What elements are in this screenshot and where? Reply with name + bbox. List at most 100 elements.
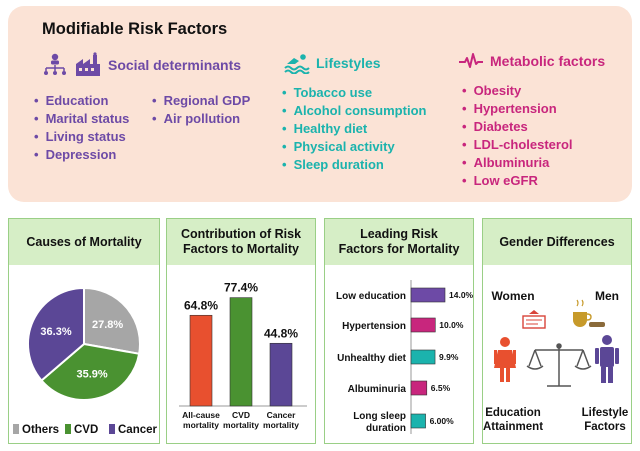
pie-slice-cvd [40,342,141,401]
social-determinants-label: Social determinants [108,57,242,73]
list-item: LDL-cholesterol [462,136,573,154]
leading-risk-panel: Leading Risk Factors for Mortality 14.0%… [324,218,474,444]
pie-slice-others [83,286,141,355]
panel-title: Modifiable Risk Factors [42,20,228,38]
legend-label: Cancer [118,424,158,436]
bar-value-label: 6.5% [431,383,451,393]
pie-slice-label: 27.8% [92,319,123,331]
bar [410,349,436,365]
man-icon [595,335,619,383]
list-item: Sleep duration [282,156,426,174]
list-item: Alcohol consumption [282,102,427,120]
bar-value-label: 77.4% [224,281,258,295]
panel-header: Contribution of Risk Factors to Mortalit… [167,219,315,265]
education-icon [522,310,546,329]
legend-swatch [13,424,19,434]
list-item: Obesity [462,82,573,100]
men-label: Men [595,289,619,303]
bar [410,287,446,303]
lifestyle-icon [573,299,605,327]
list-item: Physical activity [282,138,426,156]
category-label: Cancer [267,410,297,420]
metabolic-factors-header: Metabolic factors [458,52,605,70]
list-item: Albuminuria [462,154,573,172]
bar [189,314,213,407]
category-label: CVD [232,410,250,420]
bar [229,297,253,407]
list-item: Marital status [34,110,130,128]
bar [410,413,426,429]
men-factor-line1: Lifestyle [582,407,629,419]
contribution-title-line1: Contribution of Risk [180,227,302,241]
list-item: Hypertension [462,100,573,118]
list-item: Living status [34,128,129,146]
swimmer-icon [284,54,310,74]
list-item: Diabetes [462,118,573,136]
category-label: duration [366,423,406,434]
list-item: Depression [34,146,129,164]
pie-chart: 27.8% 35.9% 36.3% Others CVD Cancer [13,286,158,436]
panel-header: Causes of Mortality [9,219,159,265]
people-network-icon [44,53,66,75]
category-label: mortality [223,420,259,430]
social-determinants-list-2: Regional GDP Air pollution [152,92,251,128]
balance-scale-icon [526,343,592,387]
list-item: Regional GDP [152,92,251,110]
vertical-bar-chart: 64.8%All-causemortality77.4%CVDmortality… [179,281,307,430]
bar-value-label: 64.8% [184,298,218,312]
lifestyles-list: Tobacco use Alcohol consumption Healthy … [282,84,427,174]
heartbeat-icon [459,53,483,68]
list-item: Healthy diet [282,120,426,138]
contribution-panel: Contribution of Risk Factors to Mortalit… [166,218,316,444]
legend-label: Others [22,424,59,436]
metabolic-factors-list: Obesity Hypertension Diabetes LDL-choles… [462,82,573,190]
panel-header: Gender Differences [483,219,631,265]
social-determinants-list-1: Education Marital status Living status D… [34,92,130,164]
category-label: mortality [183,420,219,430]
bar-value-label: 44.8% [264,326,298,340]
men-factor-line2: Factors [584,421,626,433]
bar-value-label: 10.0% [439,320,464,330]
legend-label: CVD [74,424,98,436]
list-item: Education [34,92,129,110]
modifiable-risk-factors-panel: Modifiable Risk Factors Social determina… [8,6,632,202]
category-label: Hypertension [342,321,406,332]
category-label: All-cause [182,410,220,420]
legend-swatch [109,424,115,434]
category-label: Low education [336,291,406,302]
bar [410,317,436,333]
legend-swatch [65,424,71,434]
horizontal-bar-chart: 14.0% Low education 10.0% Hypertension 9.9% U… [336,280,473,434]
lifestyles-label: Lifestyles [316,55,381,71]
leading-title-line1: Leading Risk [360,227,438,241]
gender-illustration: Women Men [483,289,629,433]
women-label: Women [491,289,534,303]
pie-slice-cancer [27,286,85,382]
lifestyles-header: Lifestyles [284,52,381,74]
panel-header: Leading Risk Factors for Mortality [325,219,473,265]
bar-value-label: 14.0% [449,290,473,300]
bar [269,342,293,407]
gender-differences-title: Gender Differences [499,234,615,249]
pie-slice-label: 35.9% [77,369,108,381]
woman-icon [494,337,516,382]
list-item: Low eGFR [462,172,573,190]
list-item: Air pollution [152,110,250,128]
causes-of-mortality-panel: Causes of Mortality 27.8% 35.9% 36.3% Other… [8,218,160,444]
bar [410,380,428,396]
list-item: Tobacco use [282,84,426,102]
metabolic-factors-label: Metabolic factors [490,53,606,69]
category-label: mortality [263,420,299,430]
women-factor-line2: Attainment [483,421,543,433]
pie-slice-label: 36.3% [40,326,71,338]
category-label: Albuminuria [348,384,407,395]
bar-value-label: 6.00% [430,416,455,426]
factory-icon [76,52,100,76]
causes-of-mortality-title: Causes of Mortality [26,234,142,249]
gender-differences-panel: Gender Differences Women Men [482,218,632,444]
category-label: Unhealthy diet [337,353,407,364]
leading-title-line2: Factors for Mortality [338,242,460,256]
women-factor-line1: Education [485,407,541,419]
category-label: Long sleep [353,411,406,422]
social-determinants-header: Social determinants [42,52,241,78]
